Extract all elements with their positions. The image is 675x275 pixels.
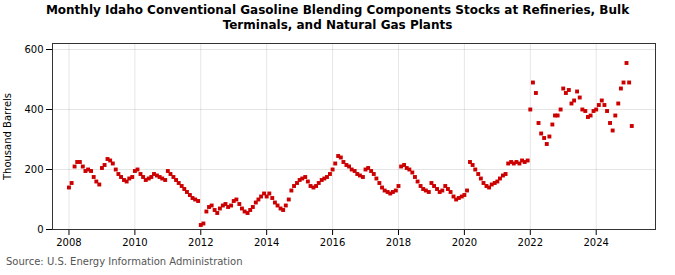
html-text:Monthly Idaho Conventional Gas: Monthly Idaho Conventional Gasoline Blen… [45, 3, 630, 32]
svg-text:2012: 2012 [188, 237, 213, 248]
svg-text:2014: 2014 [254, 237, 279, 248]
svg-text:2018: 2018 [386, 237, 411, 248]
svg-text:2020: 2020 [452, 237, 477, 248]
svg-text:600: 600 [24, 44, 43, 55]
svg-text:2016: 2016 [320, 237, 345, 248]
html-text:Source: U.S. Energy Informatio: Source: U.S. Energy Information Administ… [6, 256, 243, 267]
svg-text:200: 200 [24, 164, 43, 175]
svg-text:2010: 2010 [122, 237, 147, 248]
svg-text:400: 400 [24, 104, 43, 115]
svg-text:0: 0 [37, 224, 43, 235]
svg-text:Thousand Barrels: Thousand Barrels [2, 93, 13, 181]
svg-text:2022: 2022 [518, 237, 543, 248]
svg-text:2024: 2024 [583, 237, 608, 248]
svg-text:2008: 2008 [56, 237, 81, 248]
